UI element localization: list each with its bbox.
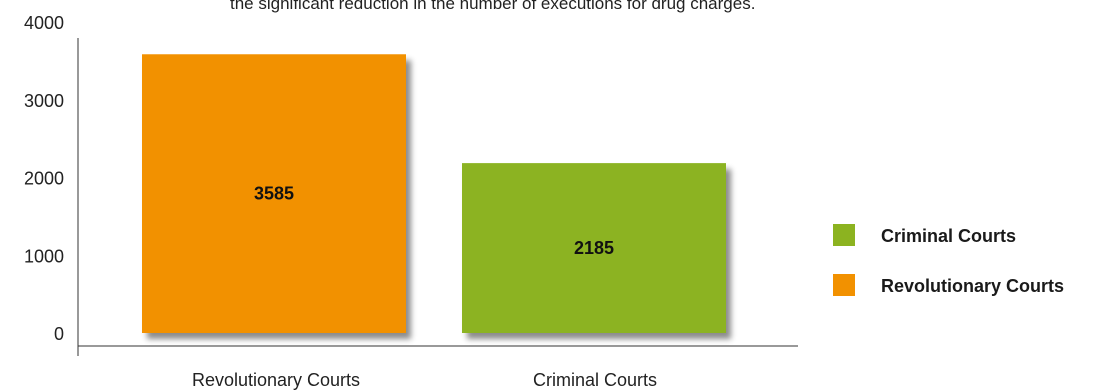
legend-label-revolutionary-courts: Revolutionary Courts — [881, 276, 1065, 296]
bar-revolutionary-courts — [142, 54, 406, 334]
x-tick-label: Criminal Courts — [533, 370, 657, 390]
legend-label-criminal-courts: Criminal Courts — [881, 226, 1017, 246]
y-tick-label: 0 — [54, 324, 64, 344]
y-tick-label: 2000 — [24, 169, 64, 189]
bar-criminal-courts — [462, 163, 726, 333]
data-label: 2185 — [574, 238, 614, 258]
legend-swatch-criminal-courts — [833, 224, 855, 246]
data-label: 3585 — [254, 184, 294, 204]
legend-item-criminal-courts: Criminal Courts — [833, 220, 1119, 250]
y-tick-label: 4000 — [24, 13, 64, 33]
y-tick-label: 1000 — [24, 246, 64, 266]
legend-item-revolutionary-courts: Revolutionary Courts — [833, 270, 1119, 300]
y-tick-label: 3000 — [24, 91, 64, 111]
legend-swatch-revolutionary-courts — [833, 274, 855, 296]
x-tick-label: Revolutionary Courts — [192, 370, 360, 390]
chart-caption: the significant reduction in the number … — [230, 0, 756, 13]
